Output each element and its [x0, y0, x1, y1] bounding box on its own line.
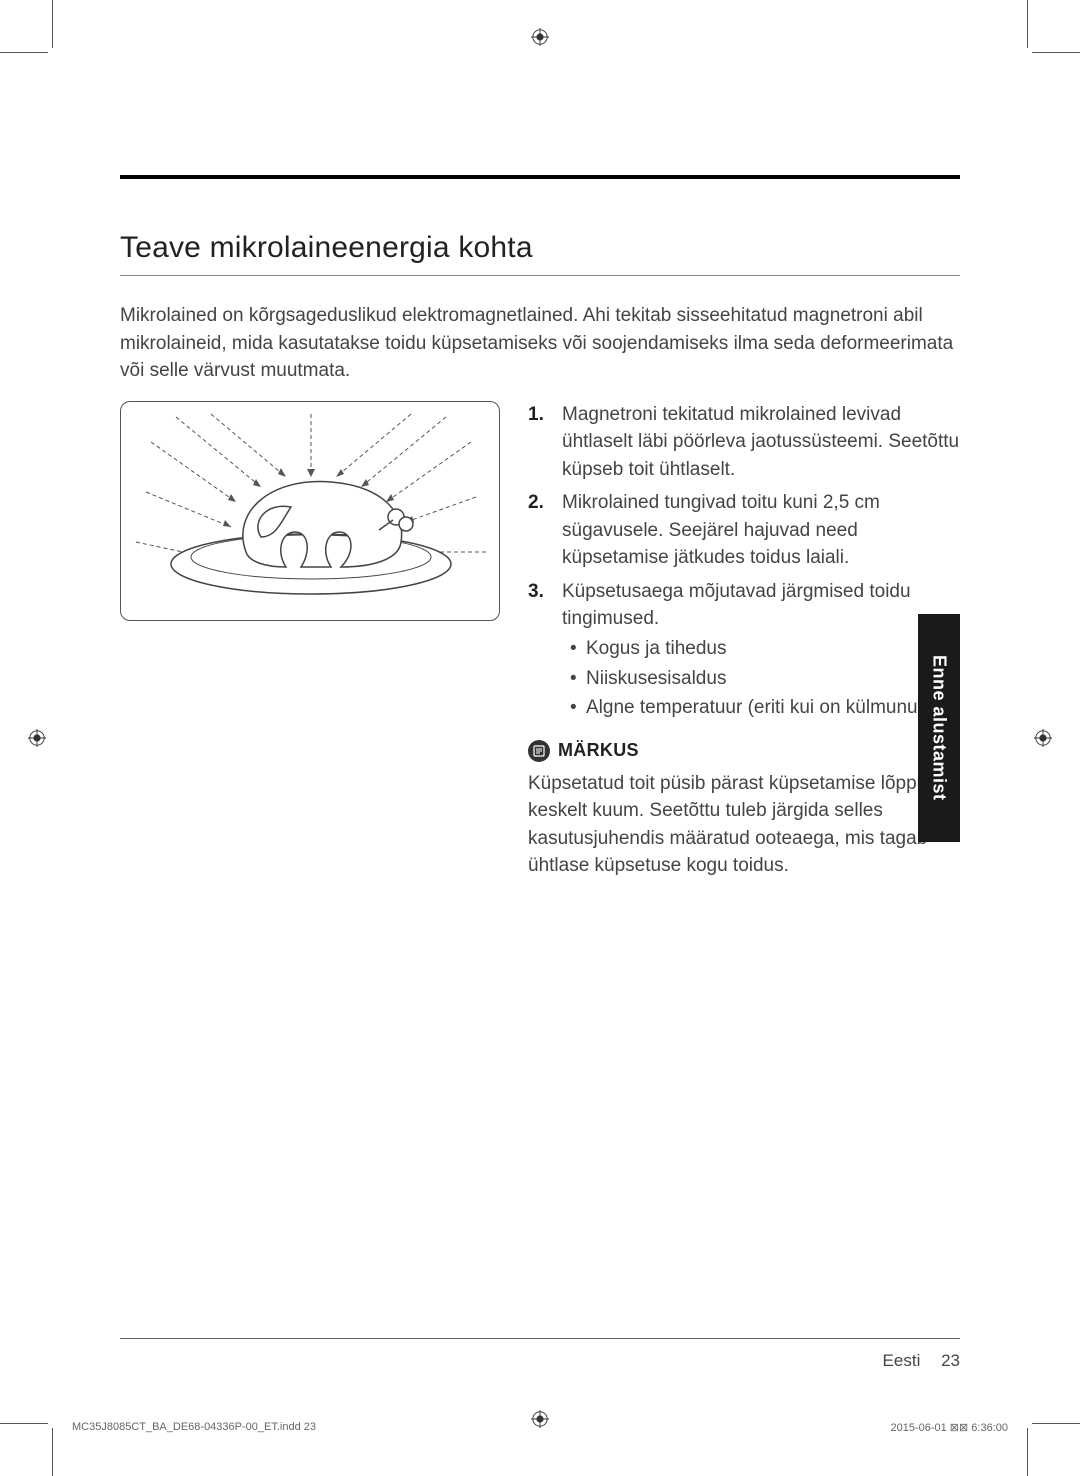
- print-timestamp: 2015-06-01 ⊠⊠ 6:36:00: [890, 1421, 1008, 1434]
- section-side-tab: Enne alustamist: [918, 614, 960, 842]
- crop-mark: [1027, 1428, 1028, 1476]
- note-title: MÄRKUS: [558, 740, 639, 761]
- page-footer: Eesti 23: [120, 1338, 960, 1371]
- title-rule: [120, 275, 960, 276]
- list-number: 1.: [528, 401, 550, 484]
- list-text: Mikrolained tungivad toitu kuni 2,5 cm s…: [562, 489, 960, 572]
- text-column: 1. Magnetroni tekitatud mikrolained levi…: [528, 401, 960, 880]
- list-number: 3.: [528, 578, 550, 724]
- note-header: MÄRKUS: [528, 740, 960, 762]
- list-text: Magnetroni tekitatud mikrolained levivad…: [562, 401, 960, 484]
- numbered-list: 1. Magnetroni tekitatud mikrolained levi…: [528, 401, 960, 724]
- list-item: 3. Küpsetusaega mõjutavad järgmised toid…: [528, 578, 960, 724]
- intro-paragraph: Mikrolained on kõrgsageduslikud elektrom…: [120, 302, 960, 385]
- footer-rule: [120, 1338, 960, 1339]
- list-text: Küpsetusaega mõjutavad järgmised toidu t…: [562, 581, 911, 630]
- print-file-name: MC35J8085CT_BA_DE68-04336P-00_ET.indd 23: [72, 1421, 316, 1434]
- list-item: 2. Mikrolained tungivad toitu kuni 2,5 c…: [528, 489, 960, 572]
- header-rule: [120, 175, 960, 179]
- crop-mark: [0, 1423, 48, 1424]
- footer-text: Eesti 23: [120, 1351, 960, 1371]
- crop-mark: [1032, 1423, 1080, 1424]
- side-tab-label: Enne alustamist: [929, 655, 950, 801]
- illustration-column: [120, 401, 500, 880]
- crop-mark: [1032, 52, 1080, 53]
- page-content: Teave mikrolaineenergia kohta Mikrolaine…: [120, 175, 960, 880]
- crop-mark: [52, 0, 53, 48]
- footer-language: Eesti: [883, 1351, 921, 1370]
- footer-page-number: 23: [941, 1351, 960, 1370]
- two-column-layout: 1. Magnetroni tekitatud mikrolained levi…: [120, 401, 960, 880]
- note-body: Küpsetatud toit püsib pärast küpsetamise…: [528, 770, 960, 880]
- crop-mark: [1027, 0, 1028, 48]
- bullet-list: Kogus ja tihedus Niiskusesisaldus Algne …: [562, 635, 960, 722]
- crop-mark: [0, 52, 48, 53]
- section-title: Teave mikrolaineenergia kohta: [120, 231, 960, 265]
- print-footer: MC35J8085CT_BA_DE68-04336P-00_ET.indd 23…: [72, 1421, 1008, 1434]
- note-icon: [528, 740, 550, 762]
- bullet-item: Algne temperatuur (eriti kui on külmunud…: [562, 694, 960, 722]
- registration-mark-icon: [1034, 729, 1052, 747]
- crop-mark: [52, 1428, 53, 1476]
- registration-mark-icon: [531, 28, 549, 46]
- microwave-illustration: [120, 401, 500, 621]
- registration-mark-icon: [28, 729, 46, 747]
- bullet-item: Kogus ja tihedus: [562, 635, 960, 663]
- list-text-with-sublist: Küpsetusaega mõjutavad järgmised toidu t…: [562, 578, 960, 724]
- list-item: 1. Magnetroni tekitatud mikrolained levi…: [528, 401, 960, 484]
- list-number: 2.: [528, 489, 550, 572]
- bullet-item: Niiskusesisaldus: [562, 665, 960, 693]
